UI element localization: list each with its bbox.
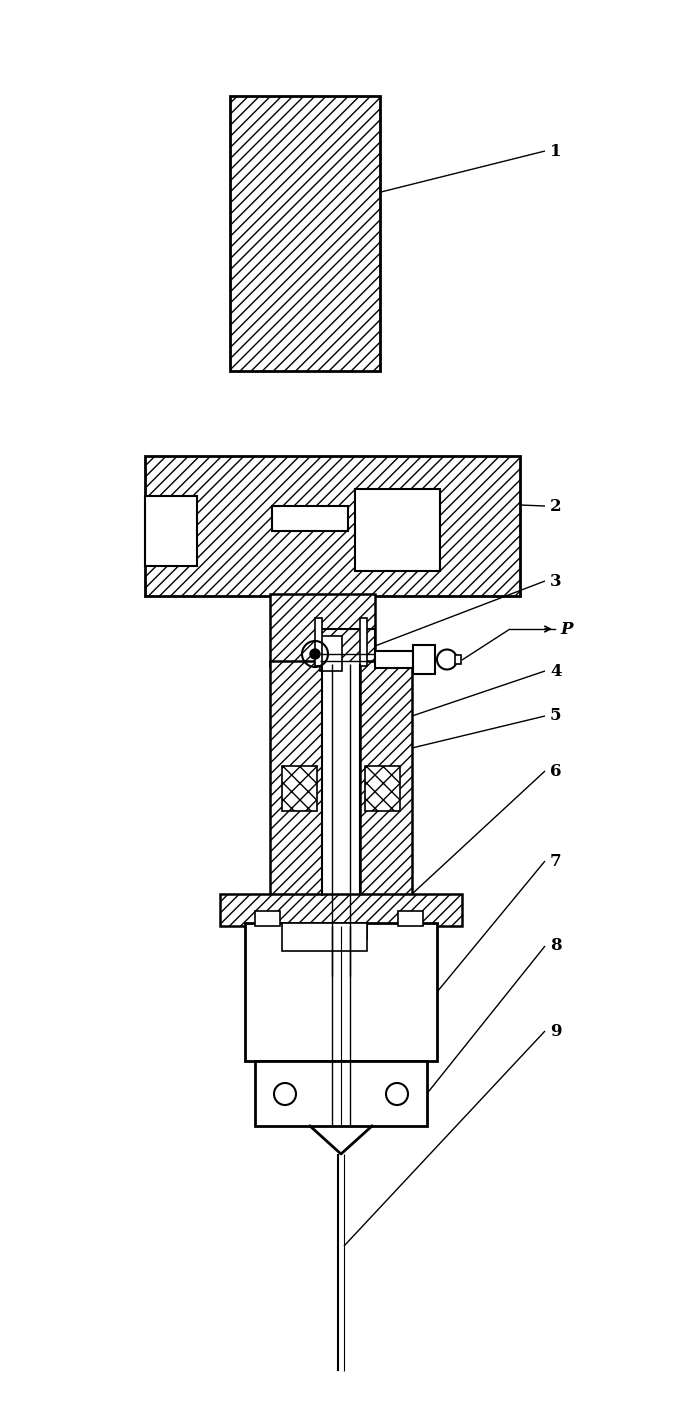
Circle shape bbox=[310, 649, 320, 659]
Text: 9: 9 bbox=[550, 1022, 562, 1040]
Bar bbox=[413, 645, 435, 674]
Text: 7: 7 bbox=[550, 853, 562, 870]
Text: 3: 3 bbox=[550, 572, 562, 589]
Text: 4: 4 bbox=[550, 663, 562, 680]
Text: 6: 6 bbox=[550, 763, 562, 780]
Bar bbox=[375, 652, 413, 667]
Bar bbox=[282, 923, 367, 951]
Text: 2: 2 bbox=[550, 498, 562, 515]
Bar bbox=[145, 496, 197, 566]
Text: 1: 1 bbox=[550, 143, 562, 160]
Bar bbox=[255, 911, 280, 925]
Text: P: P bbox=[560, 620, 572, 637]
Bar bbox=[355, 489, 440, 570]
Bar bbox=[145, 456, 520, 596]
Bar bbox=[322, 662, 360, 896]
Bar bbox=[320, 629, 375, 684]
Bar bbox=[270, 595, 375, 666]
Bar bbox=[315, 617, 322, 666]
Bar bbox=[272, 506, 348, 530]
Bar bbox=[398, 911, 423, 925]
Bar bbox=[282, 766, 317, 811]
Text: 5: 5 bbox=[550, 707, 562, 724]
Bar bbox=[360, 617, 367, 666]
Bar bbox=[255, 1061, 427, 1127]
Bar bbox=[455, 655, 461, 665]
Bar bbox=[365, 766, 400, 811]
Bar bbox=[315, 924, 367, 938]
Bar bbox=[320, 636, 342, 672]
Bar bbox=[360, 662, 412, 896]
Bar bbox=[245, 923, 437, 1061]
Bar bbox=[230, 96, 380, 371]
Text: 8: 8 bbox=[550, 937, 562, 954]
Bar bbox=[220, 894, 462, 925]
Bar bbox=[270, 662, 322, 896]
